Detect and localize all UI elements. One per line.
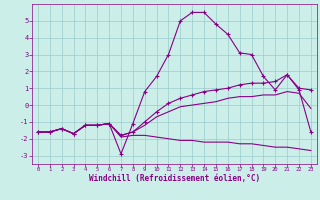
X-axis label: Windchill (Refroidissement éolien,°C): Windchill (Refroidissement éolien,°C): [89, 174, 260, 183]
